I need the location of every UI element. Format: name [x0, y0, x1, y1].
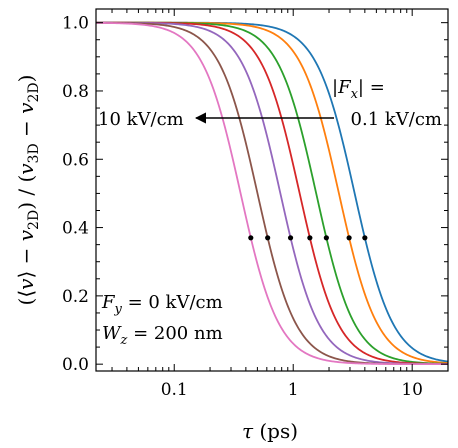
y-tick-label: 0.2 [62, 287, 89, 307]
series-marker-1 [362, 235, 368, 241]
series-marker-5 [287, 235, 294, 241]
param-wz: Wz = 200 nm [102, 323, 223, 348]
x-axis-title: τ (ps) [242, 419, 298, 443]
y-tick-label: 1.0 [62, 14, 89, 34]
series-marker-4 [307, 235, 313, 241]
series-marker-7 [248, 235, 254, 241]
plot-frame [95, 8, 449, 372]
param-fy: Fy = 0 kV/cm [101, 292, 223, 317]
y-tick-label: 0.4 [62, 219, 89, 239]
y-tick-label: 0.6 [62, 150, 89, 170]
axis-ticks [96, 9, 449, 371]
y-tick-label: 0.8 [62, 82, 89, 102]
arrow-start-label: 0.1 kV/cm [351, 109, 442, 130]
x-tick-label: 10 [401, 380, 423, 400]
x-tick-label: 0.1 [161, 380, 188, 400]
series-marker-6 [265, 235, 271, 241]
x-tick-label: 1 [288, 380, 299, 400]
field-label: |Fx| = [332, 77, 385, 102]
series-marker-3 [323, 235, 329, 241]
series-line-7 [96, 21, 448, 366]
y-tick-label: 0.0 [62, 355, 89, 375]
arrow-end-label: 10 kV/cm [98, 109, 184, 130]
series-lines [96, 21, 448, 366]
series-markers [248, 235, 368, 241]
axis-tick-labels: 0.1 1 10 0.0 0.2 0.4 0.6 0.8 1.0 [62, 14, 423, 400]
series-marker-2 [346, 235, 352, 241]
y-axis-title: (⟨v⟩ − v2D) / (v3D − v2D) [14, 75, 42, 306]
